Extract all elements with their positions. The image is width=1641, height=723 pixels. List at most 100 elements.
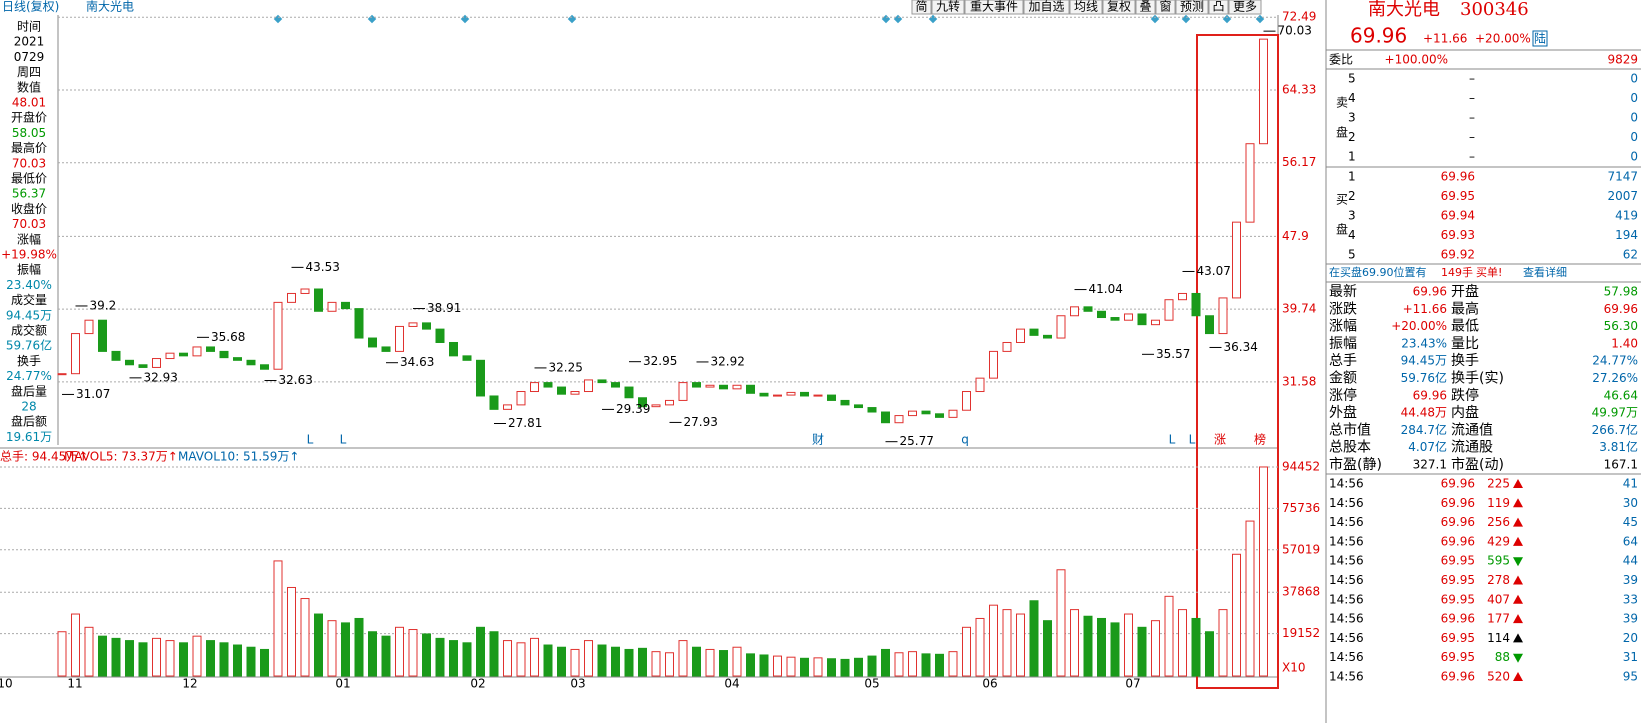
- candle: [867, 407, 877, 413]
- toolbar-button[interactable]: [1135, 0, 1156, 15]
- trade-price: 69.95: [1441, 631, 1475, 645]
- candle: [233, 357, 242, 361]
- candle: [1151, 319, 1160, 326]
- stat-key: 总股本: [1329, 440, 1371, 456]
- toolbar-button[interactable]: [1228, 0, 1262, 15]
- toolbar-label[interactable]: 简: [915, 0, 927, 14]
- candle: [1137, 313, 1147, 326]
- candle: [1205, 315, 1214, 335]
- event-marker[interactable]: 涨: [1214, 432, 1226, 447]
- toolbar-button[interactable]: [1208, 0, 1229, 15]
- book-level: 2: [1348, 130, 1356, 144]
- toolbar-label[interactable]: 复权: [1107, 0, 1131, 14]
- candle: [975, 377, 985, 393]
- event-marker[interactable]: L: [1169, 433, 1176, 447]
- candle: [1259, 38, 1268, 145]
- toolbar-label[interactable]: 重大事件: [970, 0, 1018, 14]
- toolbar-button[interactable]: [911, 0, 932, 15]
- candle: [368, 337, 377, 348]
- annotation: 27.93: [684, 415, 718, 429]
- event-marker[interactable]: L: [1189, 433, 1196, 447]
- annotation: 39.2: [90, 298, 117, 312]
- notice[interactable]: 查看详细: [1523, 265, 1567, 279]
- toolbar-label[interactable]: 加自选: [1028, 0, 1064, 14]
- info-text: 94.45万: [6, 308, 52, 322]
- toolbar-button[interactable]: [1175, 0, 1209, 15]
- book-vol: 7147: [1607, 170, 1638, 184]
- stat-key: 振幅: [1329, 336, 1357, 352]
- trade-price: 69.96: [1441, 534, 1475, 548]
- trade-price: 69.96: [1441, 670, 1475, 684]
- trade-arrow: [1513, 536, 1523, 546]
- candle: [840, 399, 850, 406]
- book-side: 盘: [1336, 125, 1348, 140]
- event-marker[interactable]: L: [340, 433, 347, 447]
- toolbar-button[interactable]: [1023, 0, 1070, 15]
- annotation: 35.68: [211, 330, 245, 344]
- trade-price: 69.95: [1441, 573, 1475, 587]
- candle: [813, 394, 823, 397]
- toolbar-label[interactable]: 预测: [1180, 0, 1204, 14]
- volume-bar: [773, 655, 782, 677]
- candle: [1164, 299, 1174, 321]
- toolbar-label[interactable]: 叠: [1139, 0, 1151, 14]
- toolbar-button[interactable]: [1069, 0, 1103, 15]
- volume-bar: [489, 631, 499, 677]
- event-marker[interactable]: 榜: [1254, 432, 1266, 447]
- toolbar-label[interactable]: 更多: [1233, 0, 1257, 14]
- vol-tick-label: 19152: [1282, 626, 1320, 640]
- book-level: 4: [1348, 228, 1356, 242]
- candle: [1083, 306, 1093, 312]
- y-tick-label: 64.33: [1282, 82, 1316, 96]
- vol-tick-label: 75736: [1282, 501, 1320, 515]
- trade-vol: 278: [1487, 573, 1510, 587]
- stat-value: 327.1: [1413, 458, 1447, 472]
- toolbar-label[interactable]: 均线: [1074, 0, 1098, 14]
- annotation: 32.93: [144, 370, 178, 384]
- volume-bar: [327, 620, 337, 677]
- highlight-box: [1196, 34, 1279, 689]
- info-text: 最低价: [11, 172, 47, 186]
- candle: [84, 319, 94, 335]
- volume-bar: [1043, 620, 1052, 677]
- candle: [435, 328, 445, 343]
- trade-vol: 177: [1487, 612, 1510, 626]
- volume-bar: [1002, 609, 1012, 677]
- trade-vol: 595: [1487, 554, 1510, 568]
- volume-bar: [732, 646, 742, 677]
- stat-key: 换手: [1451, 352, 1479, 369]
- trade-time: 14:56: [1329, 496, 1364, 510]
- stat-key: 量比: [1451, 336, 1479, 352]
- stat-value: 69.96: [1413, 285, 1447, 299]
- volume-bar: [246, 646, 256, 677]
- candle: [111, 350, 121, 361]
- toolbar-label[interactable]: 九转: [936, 0, 960, 14]
- info-text: 周四: [17, 65, 41, 79]
- stat-value: 167.1: [1604, 458, 1638, 472]
- toolbar-label[interactable]: 凸: [1212, 0, 1224, 14]
- toolbar-button[interactable]: [1102, 0, 1136, 15]
- book-price: –: [1469, 130, 1475, 144]
- toolbar-label[interactable]: 窗: [1159, 0, 1171, 14]
- volume-bar: [138, 642, 148, 677]
- toolbar-button[interactable]: [1155, 0, 1176, 15]
- event-marker[interactable]: 财: [812, 433, 824, 447]
- annotation: 29.39: [616, 402, 650, 416]
- x-tick-label: 11: [67, 677, 82, 691]
- candle: [516, 391, 526, 406]
- ratio-vol: 9829: [1607, 53, 1638, 67]
- event-marker[interactable]: q: [961, 433, 969, 447]
- candle: [125, 359, 134, 366]
- candle: [962, 391, 971, 411]
- volume-bar: [570, 648, 580, 677]
- event-marker[interactable]: L: [307, 433, 314, 447]
- candle: [692, 382, 701, 388]
- candle: [1029, 328, 1039, 336]
- volume-bar: [152, 637, 161, 677]
- candle: [543, 382, 553, 388]
- toolbar-button[interactable]: [964, 0, 1024, 15]
- candle: [611, 382, 620, 388]
- toolbar-button[interactable]: [931, 0, 965, 15]
- candle: [422, 322, 431, 330]
- badge-box: [1532, 30, 1548, 47]
